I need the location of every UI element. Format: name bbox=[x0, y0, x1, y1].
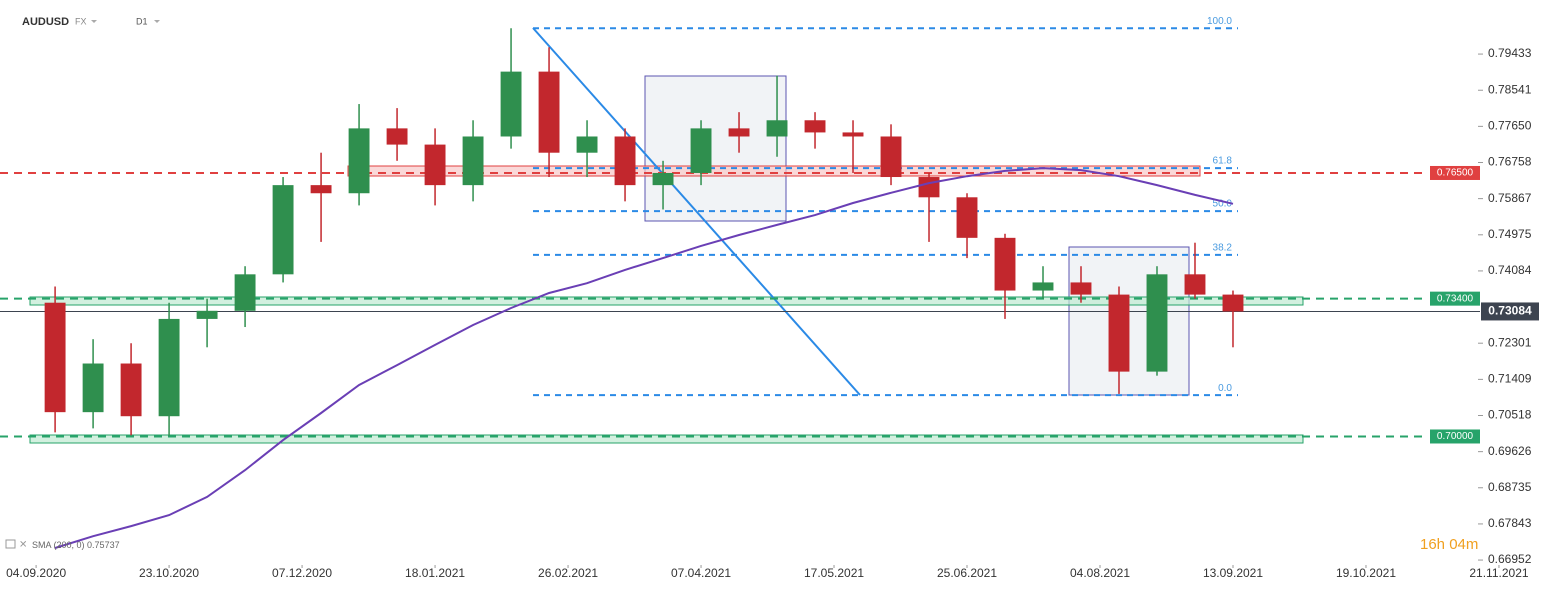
fib-label: 100.0 bbox=[1207, 16, 1232, 27]
sma-name: SMA (200, 0) bbox=[32, 540, 85, 550]
y-tick-label: 0.69626 bbox=[1488, 444, 1532, 458]
candle-body bbox=[842, 132, 864, 137]
plot: 0.79433 0.78541 0.77650 0.76758 0.75867 0.749… bbox=[0, 16, 1539, 580]
interval: D1 bbox=[136, 16, 148, 26]
candle-body bbox=[500, 71, 522, 137]
range-box bbox=[644, 75, 787, 222]
candle-body bbox=[1184, 274, 1206, 295]
support-zone bbox=[29, 434, 1304, 444]
indicator-legend: SMA (200, 0) 0.75737 bbox=[32, 540, 120, 550]
candle-body bbox=[310, 185, 332, 194]
x-tick-label: 07.12.2020 bbox=[272, 566, 332, 580]
level-tag bbox=[1430, 429, 1480, 444]
candle-body bbox=[576, 136, 598, 153]
candle-body bbox=[918, 177, 940, 198]
current-price-tag bbox=[1481, 302, 1539, 321]
y-tick-label: 0.75867 bbox=[1488, 191, 1532, 205]
candle-body bbox=[386, 128, 408, 145]
level-tag bbox=[1430, 291, 1480, 306]
candle-body bbox=[690, 128, 712, 173]
level-label: 0.76500 bbox=[1437, 168, 1474, 179]
indicator-icon[interactable] bbox=[5, 539, 16, 549]
market: FX bbox=[75, 16, 87, 26]
fib-label: 50.0 bbox=[1213, 199, 1233, 210]
candle-body bbox=[1070, 282, 1092, 295]
candle-body bbox=[1108, 294, 1130, 372]
y-tick-label: 0.68735 bbox=[1488, 480, 1532, 494]
sma-last: 0.75737 bbox=[87, 540, 120, 550]
y-tick-label: 0.70518 bbox=[1488, 408, 1532, 422]
y-tick-label: 0.74975 bbox=[1488, 227, 1532, 241]
y-tick-label: 0.71409 bbox=[1488, 372, 1532, 386]
fib-label: 61.8 bbox=[1213, 156, 1233, 167]
timer: 16h 04m bbox=[1420, 536, 1478, 553]
candle-body bbox=[44, 302, 66, 413]
dropdown-icon[interactable] bbox=[91, 20, 97, 23]
y-tick-label: 0.67843 bbox=[1488, 516, 1532, 530]
candle-body bbox=[272, 185, 294, 275]
candle-body bbox=[994, 237, 1016, 291]
candle-body bbox=[804, 120, 826, 133]
y-tick-label: 0.78541 bbox=[1488, 82, 1532, 96]
y-tick-label: 0.79433 bbox=[1488, 46, 1532, 60]
x-tick-label: 18.01.2021 bbox=[405, 566, 465, 580]
x-tick-label: 04.08.2021 bbox=[1070, 566, 1130, 580]
trend-line bbox=[532, 27, 861, 396]
level-label: 0.73400 bbox=[1437, 293, 1474, 304]
symbol: AUDUSD bbox=[22, 16, 69, 28]
candle-body bbox=[82, 363, 104, 413]
candle-body bbox=[424, 144, 446, 186]
candle-body bbox=[614, 136, 636, 186]
x-tick-label: 23.10.2020 bbox=[139, 566, 199, 580]
candle-body bbox=[880, 136, 902, 178]
candle-body bbox=[196, 310, 218, 319]
x-tick-label: 17.05.2021 bbox=[804, 566, 864, 580]
x-tick-label: 25.06.2021 bbox=[937, 566, 997, 580]
fib-label: 38.2 bbox=[1213, 243, 1233, 254]
resistance-zone bbox=[347, 165, 1201, 177]
fib-label: 0.0 bbox=[1218, 383, 1232, 394]
candle-body bbox=[1032, 282, 1054, 291]
x-tick-label: 04.09.2020 bbox=[6, 566, 66, 580]
y-tick-label: 0.72301 bbox=[1488, 335, 1532, 349]
dropdown-icon[interactable] bbox=[154, 20, 160, 23]
y-tick-label: 0.74084 bbox=[1488, 263, 1532, 277]
y-tick-label: 0.66952 bbox=[1488, 552, 1532, 566]
candle-body bbox=[348, 128, 370, 194]
candle-body bbox=[956, 197, 978, 238]
candle-body bbox=[462, 136, 484, 186]
candle-body bbox=[1222, 294, 1244, 312]
sma-line bbox=[54, 167, 1234, 549]
candle-body bbox=[158, 318, 180, 417]
level-label: 0.70000 bbox=[1437, 431, 1474, 442]
y-tick-label: 0.77650 bbox=[1488, 119, 1532, 133]
close-icon[interactable]: ✕ bbox=[19, 540, 27, 551]
candle-body bbox=[728, 128, 750, 137]
level-tag bbox=[1430, 165, 1480, 180]
candle-body bbox=[538, 71, 560, 153]
candle-body bbox=[1146, 274, 1168, 372]
support-zone bbox=[29, 296, 1304, 306]
x-tick-label: 07.04.2021 bbox=[671, 566, 731, 580]
x-tick-label: 13.09.2021 bbox=[1203, 566, 1263, 580]
candle-body bbox=[120, 363, 142, 417]
candle-body bbox=[234, 274, 256, 311]
candle-body bbox=[766, 120, 788, 137]
candle-body bbox=[652, 172, 674, 186]
current-price-label: 0.73084 bbox=[1488, 304, 1532, 318]
x-tick-label: 26.02.2021 bbox=[538, 566, 598, 580]
y-tick-label: 0.76758 bbox=[1488, 155, 1532, 169]
x-tick-label: 19.10.2021 bbox=[1336, 566, 1396, 580]
x-tick-label: 21.11.2021 bbox=[1469, 566, 1528, 580]
